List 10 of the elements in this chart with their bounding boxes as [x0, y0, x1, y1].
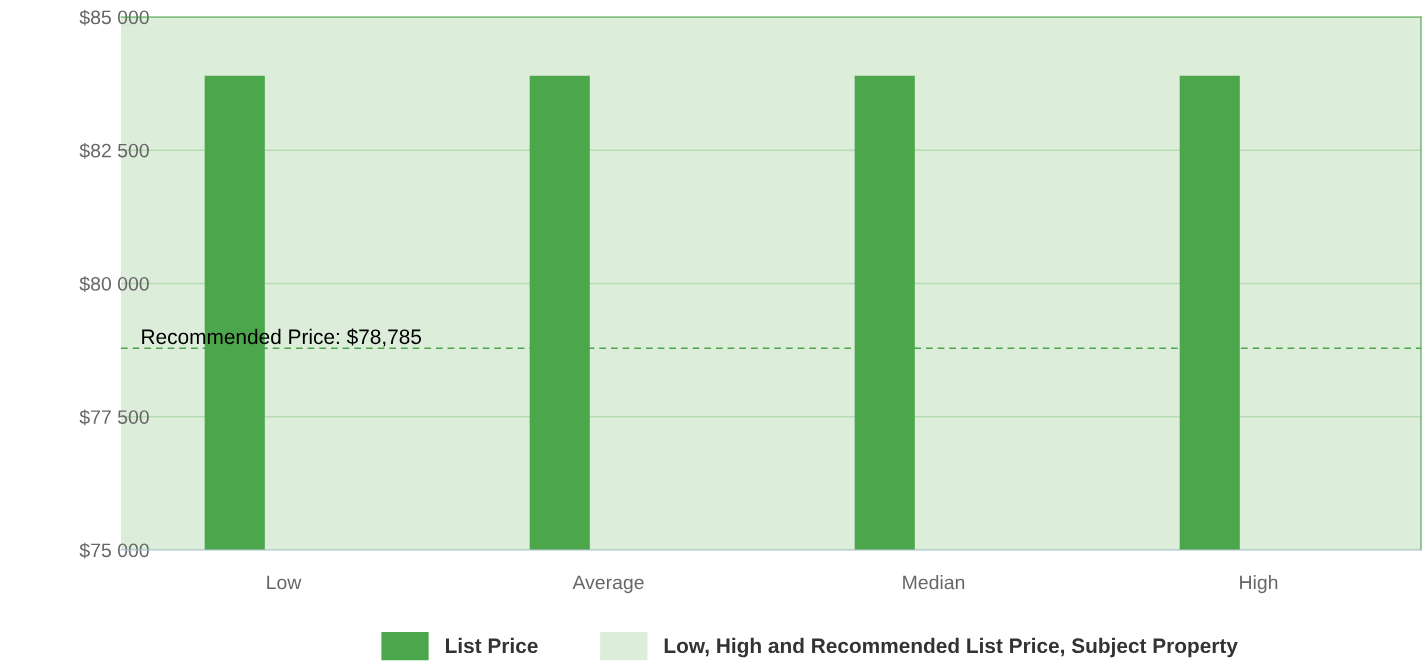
legend-label: List Price [445, 637, 538, 654]
x-tick-label: High [1240, 575, 1278, 594]
y-tick-label: $77 500 [79, 409, 149, 426]
x-tick-label: Low [267, 575, 302, 590]
y-tick-label: $82 500 [79, 142, 149, 159]
x-tick-label: Median [903, 575, 965, 590]
y-tick-label: $80 000 [79, 276, 149, 292]
x-tick-label: Average [572, 575, 644, 594]
legend-label: Low, High and Recommended List Price, Subject Property [664, 637, 1238, 658]
y-tick-label: $75 000 [79, 542, 149, 559]
